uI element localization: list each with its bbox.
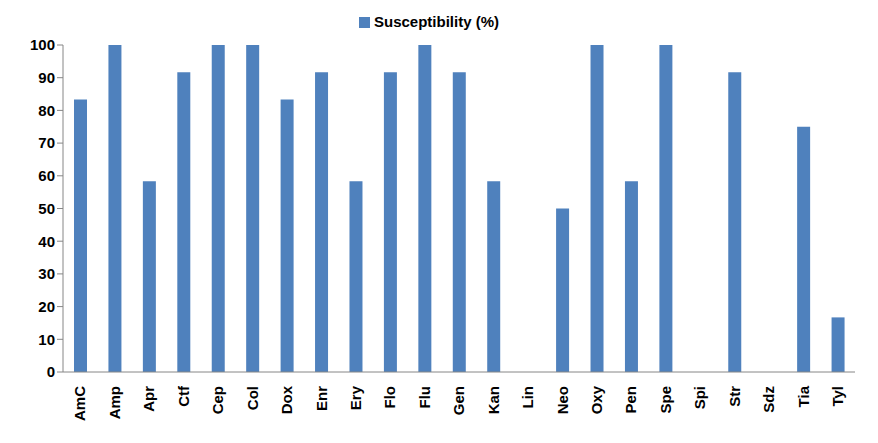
svg-text:AmC: AmC: [71, 386, 88, 421]
svg-text:40: 40: [38, 233, 55, 250]
svg-text:Gen: Gen: [450, 386, 467, 415]
svg-text:Spi: Spi: [691, 386, 708, 409]
svg-text:30: 30: [38, 265, 55, 282]
svg-text:Apr: Apr: [140, 386, 157, 412]
svg-text:Kan: Kan: [485, 386, 502, 414]
html-text:Susceptibility (%): Susceptibility (%): [374, 13, 499, 30]
svg-text:Lin: Lin: [519, 386, 536, 409]
svg-text:80: 80: [38, 102, 55, 119]
svg-text:100: 100: [30, 36, 55, 53]
svg-text:50: 50: [38, 200, 55, 217]
svg-text:Enr: Enr: [313, 386, 330, 411]
svg-text:Str: Str: [726, 386, 743, 407]
svg-text:90: 90: [38, 69, 55, 86]
svg-text:70: 70: [38, 134, 55, 151]
svg-text:Flo: Flo: [381, 386, 398, 409]
svg-text:Amp: Amp: [106, 386, 123, 419]
svg-text:0: 0: [47, 363, 55, 380]
svg-text:Ery: Ery: [347, 385, 364, 410]
svg-text:Tia: Tia: [795, 385, 812, 407]
svg-text:Col: Col: [244, 386, 261, 410]
svg-text:Tyl: Tyl: [829, 386, 846, 407]
svg-text:Flu: Flu: [416, 386, 433, 409]
svg-text:Sdz: Sdz: [760, 386, 777, 413]
svg-text:Dox: Dox: [278, 385, 295, 414]
svg-text:Spe: Spe: [657, 386, 674, 414]
svg-text:Cep: Cep: [209, 386, 226, 414]
svg-text:60: 60: [38, 167, 55, 184]
svg-text:Oxy: Oxy: [588, 385, 605, 414]
svg-text:10: 10: [38, 331, 55, 348]
svg-text:Pen: Pen: [622, 386, 639, 414]
svg-text:Neo: Neo: [554, 386, 571, 414]
svg-text:Ctf: Ctf: [175, 385, 192, 407]
svg-text:20: 20: [38, 298, 55, 315]
